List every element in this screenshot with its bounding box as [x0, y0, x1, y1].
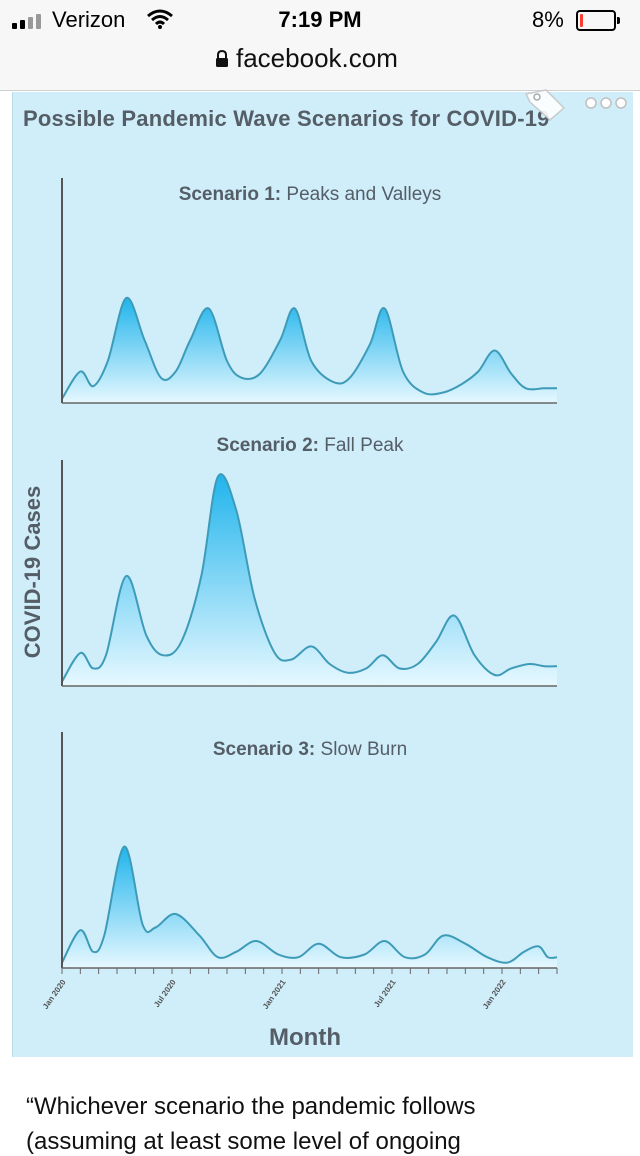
scenario-panel-3: Scenario 3: Slow Burn	[61, 732, 558, 969]
scenario-1-line	[61, 296, 557, 400]
chart-title: Possible Pandemic Wave Scenarios for COV…	[23, 106, 550, 131]
scenario-3-title-label: Scenario 3:	[213, 739, 321, 760]
battery-percent: 8%	[532, 7, 564, 32]
scenario-3-area	[62, 846, 557, 968]
signal-strength-icon	[12, 14, 41, 29]
y-axis-label: COVID-19 Cases	[20, 486, 45, 658]
x-tick-label: Jan 2021	[261, 978, 288, 1011]
battery-icon	[576, 10, 620, 31]
more-options-icon[interactable]	[583, 95, 629, 111]
scenario-2-title-label: Scenario 2:	[217, 435, 325, 456]
scenario-3-title: Scenario 3: Slow Burn	[213, 739, 407, 760]
x-tick-label: Jan 2020	[41, 978, 68, 1011]
tag-icon[interactable]	[520, 86, 570, 122]
clock: 7:19 PM	[278, 7, 362, 32]
scenario-panel-1: Scenario 1: Peaks and Valleys	[61, 178, 557, 404]
battery-level	[580, 14, 583, 27]
url-text[interactable]: facebook.com	[236, 43, 398, 73]
scenario-1-title: Scenario 1: Peaks and Valleys	[179, 184, 442, 205]
scenario-3-line	[61, 845, 558, 964]
scenario-panel-2: Scenario 2: Fall Peak	[61, 435, 558, 687]
x-tick-label: Jul 2020	[152, 978, 178, 1009]
carrier-name: Verizon	[52, 7, 126, 32]
address-bar[interactable]	[0, 40, 640, 91]
x-axis-label: Month	[269, 1024, 341, 1051]
scenario-1-area	[62, 297, 557, 403]
scenario-2-title: Scenario 2: Fall Peak	[217, 435, 404, 456]
scenario-3-title-desc: Slow Burn	[321, 739, 408, 760]
status-bar: Verizon 7:19 PM 8%	[0, 0, 640, 40]
post-caption-line-1: “Whichever scenario the pandemic follows	[26, 1093, 476, 1120]
scenario-2-area	[62, 474, 557, 686]
scenario-2-line	[61, 473, 558, 683]
scenario-1-title-desc: Peaks and Valleys	[286, 184, 441, 205]
scenario-1-title-label: Scenario 1:	[179, 184, 287, 205]
x-tick-label: Jan 2022	[481, 978, 508, 1011]
scenario-2-title-desc: Fall Peak	[324, 435, 404, 456]
wifi-icon	[147, 9, 173, 29]
post-caption-line-2: (assuming at least some level of ongoing	[26, 1128, 461, 1155]
x-tick-label: Jul 2021	[372, 978, 398, 1009]
lock-icon	[216, 50, 228, 67]
